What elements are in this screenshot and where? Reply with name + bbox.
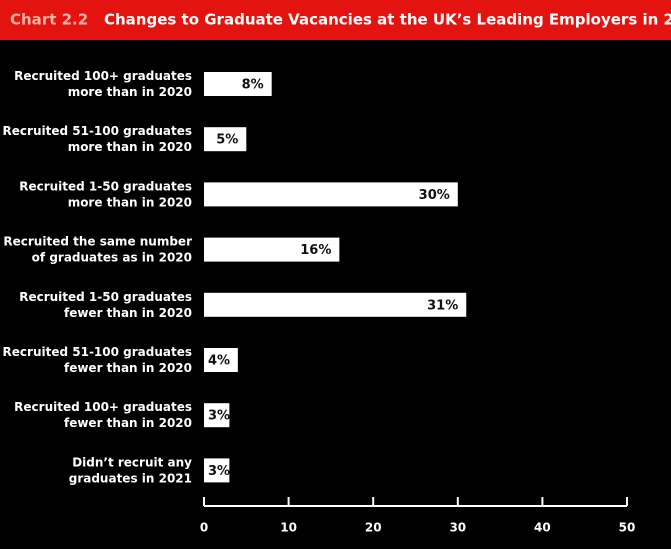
value-label: 30% (419, 188, 450, 203)
x-tick-label: 50 (619, 521, 636, 535)
category-line: more than in 2020 (68, 85, 192, 99)
category-line: Recruited the same number (3, 234, 192, 248)
category-label: Recruited 51-100 graduates more than in 2… (3, 124, 192, 154)
bar (204, 127, 247, 152)
category-label: Recruited 100+ graduates fewer than in 20… (14, 400, 192, 430)
category-line: more than in 2020 (68, 140, 192, 154)
category-label: Recruited the same number of graduates as… (3, 234, 192, 264)
category-label: Recruited 1-50 graduates fewer than in 20… (19, 289, 192, 319)
x-tick-label: 0 (200, 521, 208, 535)
value-label: 16% (300, 243, 331, 258)
bar (204, 182, 458, 207)
chart-title: Changes to Graduate Vacancies at the UK’… (104, 11, 671, 29)
category-line: Recruited 100+ graduates (14, 69, 192, 83)
value-label: 5% (216, 133, 238, 148)
category-label: Didn’t recruit any graduates in 2021 (69, 455, 192, 485)
bar (204, 237, 340, 262)
category-line: fewer than in 2020 (64, 305, 192, 319)
bar (204, 348, 238, 372)
category-line: Recruited 1-50 graduates (19, 289, 192, 303)
value-label: 31% (427, 298, 458, 313)
bar (204, 458, 230, 483)
value-label: 3% (208, 409, 230, 424)
category-line: more than in 2020 (68, 195, 192, 209)
x-tick-label: 30 (449, 521, 466, 535)
value-label: 8% (242, 78, 264, 93)
x-tick-label: 20 (365, 521, 382, 535)
x-tick-label: 10 (280, 521, 297, 535)
category-line: Recruited 1-50 graduates (19, 179, 192, 193)
title-bar (0, 0, 671, 40)
value-label: 4% (208, 354, 230, 369)
category-line: fewer than in 2020 (64, 361, 192, 375)
bar (204, 292, 467, 317)
x-tick-label: 40 (534, 521, 551, 535)
category-line: Recruited 51-100 graduates (3, 124, 192, 138)
bar (204, 403, 230, 428)
chart-number: Chart 2.2 (10, 11, 88, 29)
category-label: Recruited 1-50 graduates more than in 202… (19, 179, 192, 209)
category-label: Recruited 51-100 graduates fewer than in … (3, 345, 192, 375)
category-line: graduates in 2021 (69, 471, 192, 485)
category-line: of graduates as in 2020 (32, 250, 192, 264)
category-line: Didn’t recruit any (72, 455, 192, 469)
category-line: Recruited 100+ graduates (14, 400, 192, 414)
bar (204, 72, 272, 96)
category-label: Recruited 100+ graduates more than in 202… (14, 69, 192, 99)
category-line: fewer than in 2020 (64, 416, 192, 430)
value-label: 3% (208, 464, 230, 479)
category-line: Recruited 51-100 graduates (3, 345, 192, 359)
